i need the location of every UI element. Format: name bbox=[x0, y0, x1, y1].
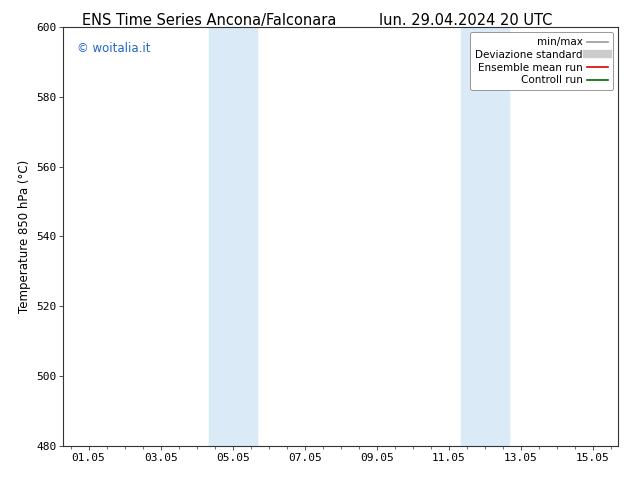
Text: ENS Time Series Ancona/Falconara: ENS Time Series Ancona/Falconara bbox=[82, 13, 337, 28]
Bar bbox=[461, 27, 509, 446]
Y-axis label: Temperature 850 hPa (°C): Temperature 850 hPa (°C) bbox=[18, 160, 30, 313]
Text: lun. 29.04.2024 20 UTC: lun. 29.04.2024 20 UTC bbox=[379, 13, 553, 28]
Text: © woitalia.it: © woitalia.it bbox=[77, 42, 151, 54]
Bar bbox=[209, 27, 257, 446]
Legend: min/max, Deviazione standard, Ensemble mean run, Controll run: min/max, Deviazione standard, Ensemble m… bbox=[470, 32, 613, 90]
